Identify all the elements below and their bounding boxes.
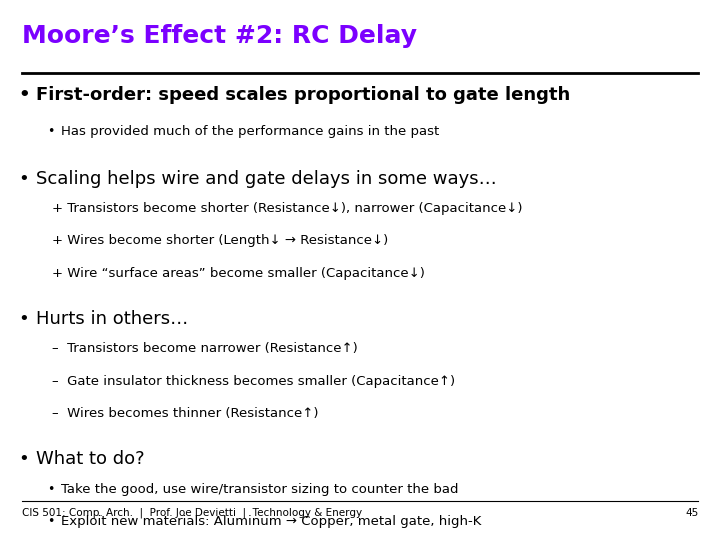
Text: •: • [18, 310, 29, 328]
Text: –  Gate insulator thickness becomes smaller (Capacitance↑): – Gate insulator thickness becomes small… [52, 375, 455, 388]
Text: Hurts in others…: Hurts in others… [36, 310, 188, 328]
Text: •: • [47, 483, 54, 496]
Text: + Wire “surface areas” become smaller (Capacitance↓): + Wire “surface areas” become smaller (C… [52, 267, 425, 280]
Text: Moore’s Effect #2: RC Delay: Moore’s Effect #2: RC Delay [22, 24, 417, 48]
Text: What to do?: What to do? [36, 450, 145, 468]
Text: 45: 45 [685, 508, 698, 518]
Text: Has provided much of the performance gains in the past: Has provided much of the performance gai… [61, 125, 439, 138]
Text: CIS 501: Comp. Arch.  |  Prof. Joe Devietti  |  Technology & Energy: CIS 501: Comp. Arch. | Prof. Joe Deviett… [22, 508, 361, 518]
Text: •: • [18, 86, 30, 104]
Text: –  Wires becomes thinner (Resistance↑): – Wires becomes thinner (Resistance↑) [52, 407, 318, 420]
Text: First-order: speed scales proportional to gate length: First-order: speed scales proportional t… [36, 86, 570, 104]
Text: Take the good, use wire/transistor sizing to counter the bad: Take the good, use wire/transistor sizin… [61, 483, 459, 496]
Text: + Transistors become shorter (Resistance↓), narrower (Capacitance↓): + Transistors become shorter (Resistance… [52, 202, 522, 215]
Text: Exploit new materials: Aluminum → Copper, metal gate, high-K: Exploit new materials: Aluminum → Copper… [61, 515, 482, 528]
Text: –  Transistors become narrower (Resistance↑): – Transistors become narrower (Resistanc… [52, 342, 358, 355]
Text: •: • [47, 515, 54, 528]
Text: •: • [18, 450, 29, 468]
Text: •: • [47, 125, 54, 138]
Text: Scaling helps wire and gate delays in some ways…: Scaling helps wire and gate delays in so… [36, 170, 497, 187]
Text: + Wires become shorter (Length↓ → Resistance↓): + Wires become shorter (Length↓ → Resist… [52, 234, 388, 247]
Text: •: • [18, 170, 29, 187]
